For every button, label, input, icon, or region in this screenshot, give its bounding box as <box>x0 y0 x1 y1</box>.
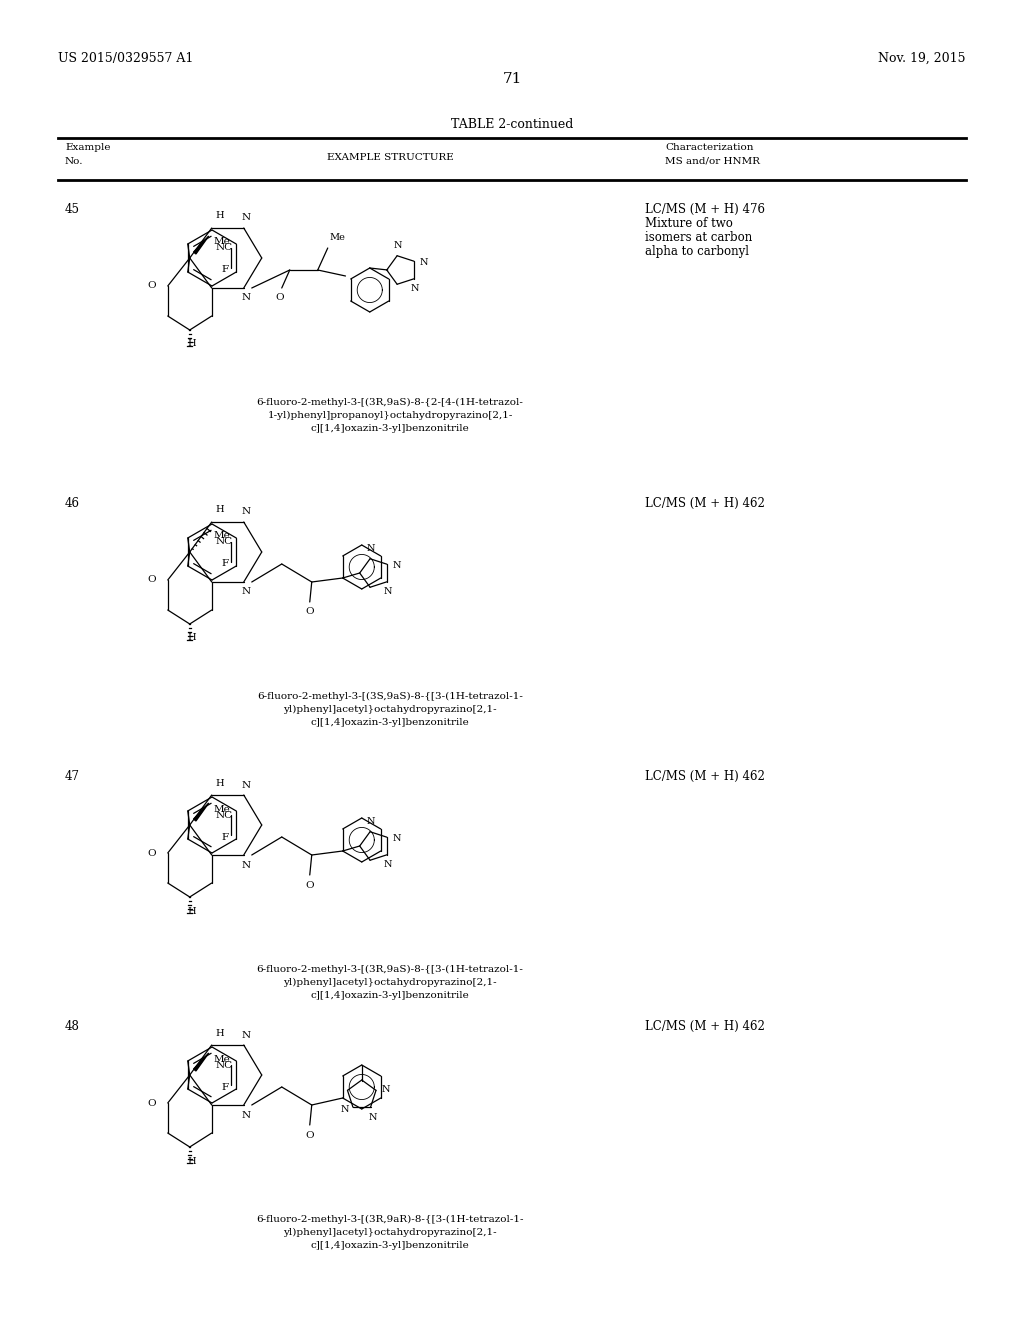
Text: Me: Me <box>214 532 230 540</box>
Text: LC/MS (M + H) 462: LC/MS (M + H) 462 <box>645 498 765 510</box>
Text: 6-fluoro-2-methyl-3-[(3R,9aS)-8-{[3-(1H-tetrazol-1-: 6-fluoro-2-methyl-3-[(3R,9aS)-8-{[3-(1H-… <box>257 965 523 974</box>
Text: N: N <box>369 1113 377 1122</box>
Text: N: N <box>384 587 392 597</box>
Text: H: H <box>216 779 224 788</box>
Text: O: O <box>275 293 284 302</box>
Text: Me: Me <box>214 804 230 813</box>
Text: 47: 47 <box>65 770 80 783</box>
Text: F: F <box>221 560 228 569</box>
Polygon shape <box>194 803 209 821</box>
Text: N: N <box>341 1105 349 1114</box>
Text: NC: NC <box>215 810 232 820</box>
Text: yl)phenyl]acetyl}octahydropyrazino[2,1-: yl)phenyl]acetyl}octahydropyrazino[2,1- <box>284 978 497 987</box>
Text: F: F <box>221 1082 228 1092</box>
Text: F: F <box>221 833 228 842</box>
Text: EXAMPLE STRUCTURE: EXAMPLE STRUCTURE <box>327 153 454 162</box>
Text: N: N <box>242 1031 250 1040</box>
Text: H: H <box>187 1156 196 1166</box>
Text: N: N <box>242 293 250 302</box>
Polygon shape <box>194 1053 209 1071</box>
Text: H: H <box>216 506 224 515</box>
Text: 1-yl)phenyl]propanoyl}octahydropyrazino[2,1-: 1-yl)phenyl]propanoyl}octahydropyrazino[… <box>267 411 513 420</box>
Text: 71: 71 <box>503 73 521 86</box>
Text: N: N <box>242 1110 250 1119</box>
Text: H: H <box>187 339 196 348</box>
Text: NC: NC <box>215 537 232 546</box>
Text: LC/MS (M + H) 462: LC/MS (M + H) 462 <box>645 1020 765 1034</box>
Text: Me: Me <box>330 234 346 243</box>
Text: 6-fluoro-2-methyl-3-[(3S,9aS)-8-{[3-(1H-tetrazol-1-: 6-fluoro-2-methyl-3-[(3S,9aS)-8-{[3-(1H-… <box>257 692 523 701</box>
Text: c][1,4]oxazin-3-yl]benzonitrile: c][1,4]oxazin-3-yl]benzonitrile <box>310 424 469 433</box>
Text: c][1,4]oxazin-3-yl]benzonitrile: c][1,4]oxazin-3-yl]benzonitrile <box>310 991 469 1001</box>
Text: H: H <box>187 634 196 643</box>
Text: 48: 48 <box>65 1020 80 1034</box>
Text: O: O <box>147 849 156 858</box>
Text: N: N <box>382 1085 390 1094</box>
Text: No.: No. <box>65 157 84 166</box>
Text: Characterization: Characterization <box>665 143 754 152</box>
Text: LC/MS (M + H) 462: LC/MS (M + H) 462 <box>645 770 765 783</box>
Text: H: H <box>187 907 196 916</box>
Text: MS and/or HNMR: MS and/or HNMR <box>665 157 760 166</box>
Text: isomers at carbon: isomers at carbon <box>645 231 753 244</box>
Text: O: O <box>147 576 156 585</box>
Text: O: O <box>147 281 156 290</box>
Text: N: N <box>420 257 428 267</box>
Text: 46: 46 <box>65 498 80 510</box>
Text: N: N <box>242 214 250 223</box>
Text: NC: NC <box>215 1060 232 1069</box>
Text: N: N <box>367 544 376 553</box>
Text: N: N <box>242 780 250 789</box>
Text: N: N <box>411 284 419 293</box>
Text: TABLE 2-continued: TABLE 2-continued <box>451 117 573 131</box>
Text: O: O <box>305 607 314 616</box>
Text: 45: 45 <box>65 203 80 216</box>
Text: N: N <box>392 561 401 570</box>
Text: Nov. 19, 2015: Nov. 19, 2015 <box>879 51 966 65</box>
Text: N: N <box>392 834 401 842</box>
Polygon shape <box>194 236 209 253</box>
Text: LC/MS (M + H) 476: LC/MS (M + H) 476 <box>645 203 765 216</box>
Text: US 2015/0329557 A1: US 2015/0329557 A1 <box>58 51 194 65</box>
Text: Me: Me <box>214 238 230 247</box>
Text: O: O <box>305 880 314 890</box>
Text: c][1,4]oxazin-3-yl]benzonitrile: c][1,4]oxazin-3-yl]benzonitrile <box>310 1241 469 1250</box>
Text: H: H <box>216 1028 224 1038</box>
Text: Example: Example <box>65 143 111 152</box>
Text: 6-fluoro-2-methyl-3-[(3R,9aR)-8-{[3-(1H-tetrazol-1-: 6-fluoro-2-methyl-3-[(3R,9aR)-8-{[3-(1H-… <box>256 1214 523 1224</box>
Text: N: N <box>242 507 250 516</box>
Text: N: N <box>367 817 376 826</box>
Text: yl)phenyl]acetyl}octahydropyrazino[2,1-: yl)phenyl]acetyl}octahydropyrazino[2,1- <box>284 1228 497 1237</box>
Text: Mixture of two: Mixture of two <box>645 216 733 230</box>
Text: F: F <box>221 265 228 275</box>
Text: Me: Me <box>214 1055 230 1064</box>
Text: 6-fluoro-2-methyl-3-[(3R,9aS)-8-{2-[4-(1H-tetrazol-: 6-fluoro-2-methyl-3-[(3R,9aS)-8-{2-[4-(1… <box>257 399 523 407</box>
Text: yl)phenyl]acetyl}octahydropyrazino[2,1-: yl)phenyl]acetyl}octahydropyrazino[2,1- <box>284 705 497 714</box>
Text: H: H <box>216 211 224 220</box>
Text: alpha to carbonyl: alpha to carbonyl <box>645 246 749 257</box>
Text: O: O <box>147 1098 156 1107</box>
Text: N: N <box>384 861 392 870</box>
Text: NC: NC <box>215 243 232 252</box>
Text: c][1,4]oxazin-3-yl]benzonitrile: c][1,4]oxazin-3-yl]benzonitrile <box>310 718 469 727</box>
Text: N: N <box>394 242 402 251</box>
Text: O: O <box>305 1130 314 1139</box>
Text: N: N <box>242 861 250 870</box>
Text: N: N <box>242 587 250 597</box>
